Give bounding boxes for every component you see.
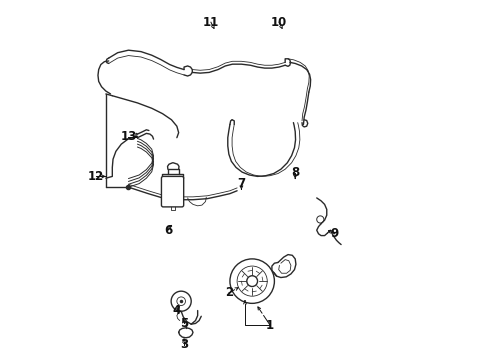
Text: 12: 12 — [88, 170, 104, 183]
Text: 7: 7 — [237, 177, 245, 190]
Text: 8: 8 — [291, 166, 299, 179]
Text: 9: 9 — [331, 227, 339, 240]
Text: 1: 1 — [266, 319, 274, 332]
Text: 11: 11 — [203, 16, 219, 29]
Text: 2: 2 — [225, 287, 233, 300]
Text: 10: 10 — [271, 16, 287, 29]
FancyBboxPatch shape — [161, 176, 184, 207]
Text: 5: 5 — [180, 317, 188, 330]
Text: 13: 13 — [121, 130, 137, 144]
Text: 6: 6 — [164, 224, 172, 237]
Text: 4: 4 — [173, 305, 181, 318]
Text: 3: 3 — [180, 338, 188, 351]
